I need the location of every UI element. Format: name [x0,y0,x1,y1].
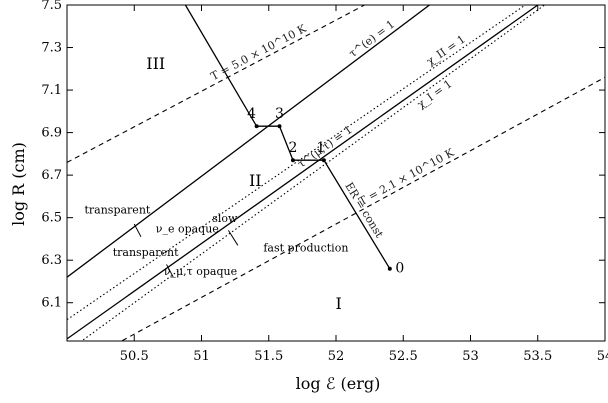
x-tick-label: 52.5 [389,349,418,364]
data-point-2 [290,158,295,163]
point-label-3: 3 [275,106,284,122]
direction-arrow-1 [166,264,174,278]
series-label--i-1: χ_I = 1 [415,77,455,111]
data-point-4 [254,124,259,129]
annotation-4: slow [212,212,238,225]
point-label-0: 0 [395,261,404,277]
region-label-ii: II [249,171,262,190]
y-tick-label: 6.7 [41,168,62,183]
series-label-t-2-1-10-10-k: T = 2.1 × 10^10 K [357,146,457,209]
x-tick-label: 50.5 [120,349,149,364]
y-tick-label: 7.5 [41,0,62,13]
series-label-t-5-0-10-10-k: T = 5.0 × 10^10 K [209,22,310,84]
series-label--e-1: τ^(e) = 1 [346,18,397,61]
y-tick-label: 6.9 [41,126,62,141]
data-point-1 [321,158,326,163]
x-tick-label: 54 [597,349,608,364]
point-label-2: 2 [288,140,297,156]
y-tick-label: 6.5 [41,211,62,226]
x-axis-title: log ℰ (erg) [296,374,381,393]
annotation-0: transparent [84,203,150,216]
x-tick-label: 52 [328,349,345,364]
region-label-i: I [336,294,342,313]
data-point-3 [277,124,282,129]
series-line--i-1 [80,5,545,341]
x-tick-label: 51 [193,349,210,364]
tick-layer: 50.5 51 51.5 52 52.5 53 53.5 54 6.1 6.3 6.5 6.7 6.9 7… [41,0,608,364]
series-line--ii-1 [67,5,527,321]
x-tick-label: 51.5 [254,349,283,364]
annotation-1: ν_e opaque [156,223,219,236]
series-line-er-const [184,5,391,270]
series-line--1 [67,5,539,340]
series-line-t-2-1-10-10-k [120,76,605,341]
annotation-2: transparent [113,246,179,259]
point-label-1: 1 [316,140,325,156]
annotation-5: fast production [263,242,348,255]
series-line--e-1 [67,5,431,278]
point-label-4: 4 [247,106,256,122]
x-tick-label: 53.5 [523,349,552,364]
series-line-t-5-0-10-10-k [67,5,366,163]
series-label--ii-1: χ_II = 1 [424,32,468,68]
data-point-0 [387,266,392,271]
y-tick-label: 7.3 [41,41,62,56]
direction-arrow-0 [133,223,142,238]
x-tick-label: 53 [462,349,479,364]
series-layer [67,5,605,341]
direction-arrow-2 [227,230,239,246]
y-axis-title: log R (cm) [9,142,28,226]
region-label-iii: III [146,54,165,73]
y-tick-label: 7.1 [41,83,62,98]
y-tick-label: 6.3 [41,253,62,268]
y-tick-label: 6.1 [41,296,62,311]
annotation-3: ν_μ,τ opaque [164,265,237,278]
label-layer: T = 5.0 × 10^10 K T = 2.1 × 10^10 K τ^(e) … [84,18,467,313]
